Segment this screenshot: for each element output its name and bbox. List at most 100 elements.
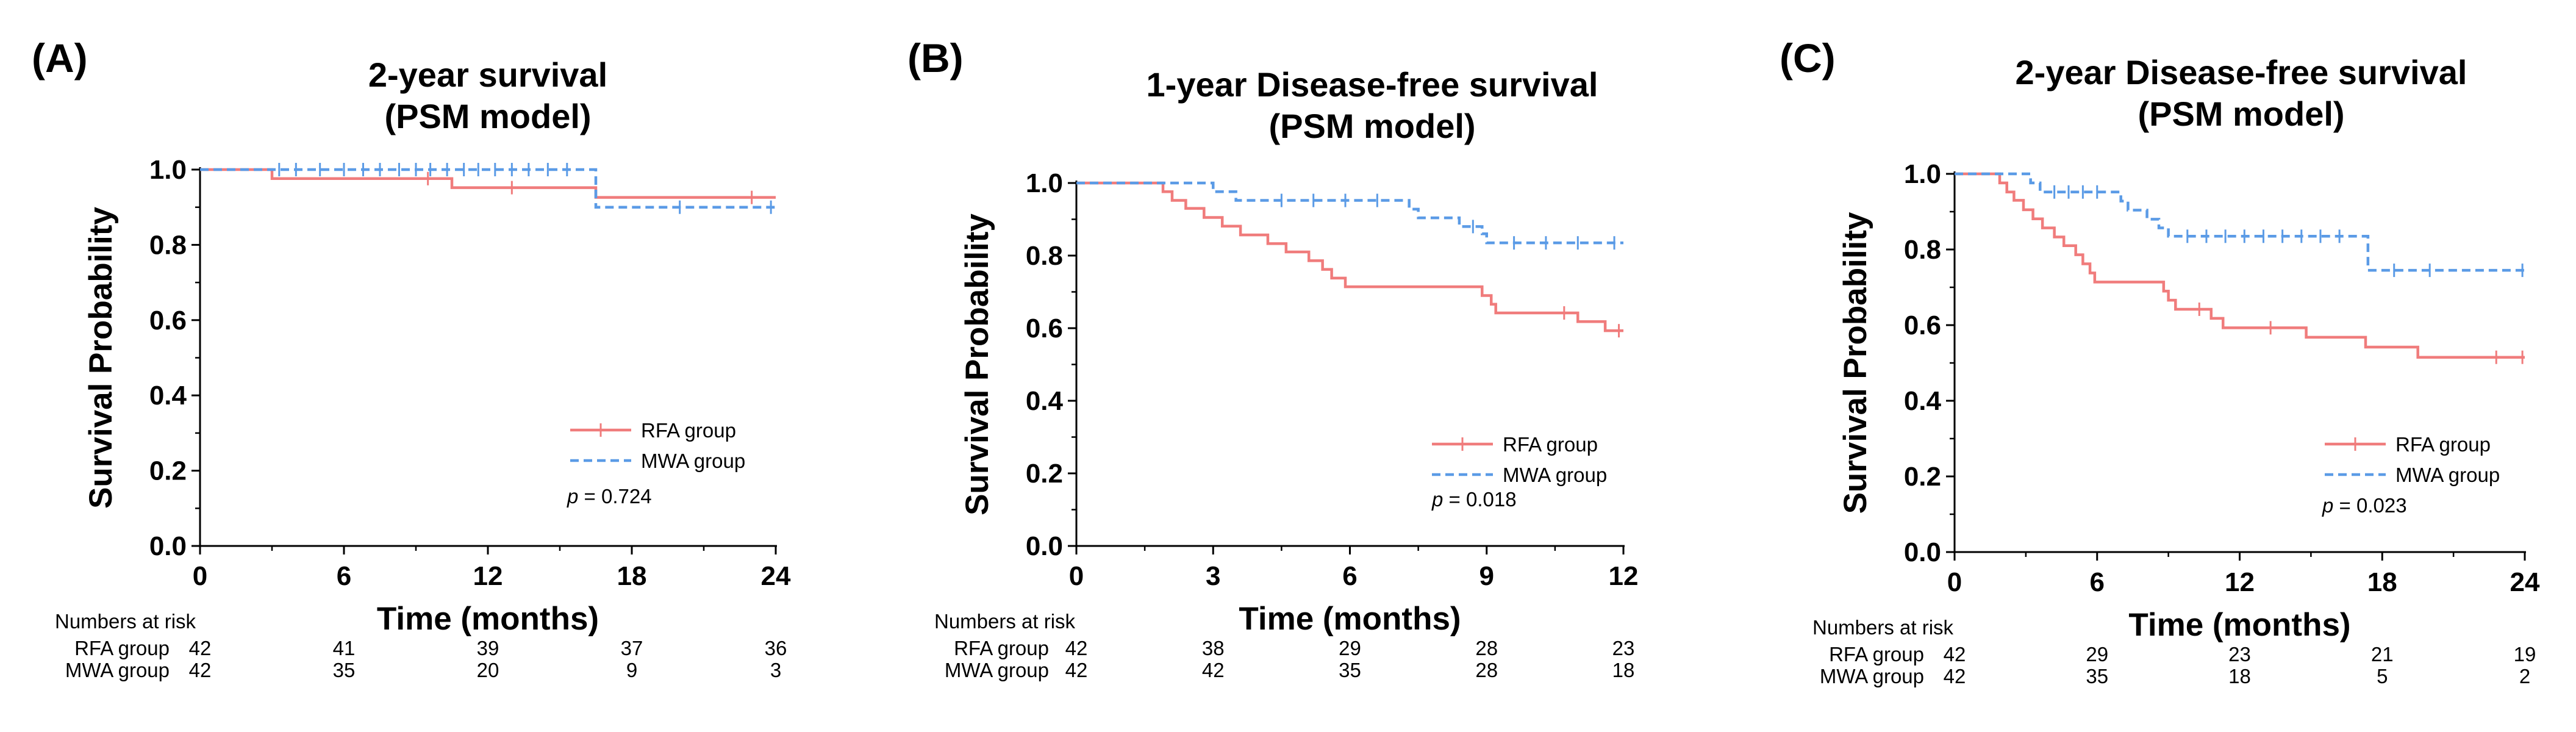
risk-table: Numbers at risk RFA group 42 29 23 21 19 MWA gr… bbox=[1812, 616, 2536, 687]
p-value: p = 0.724 bbox=[567, 485, 652, 508]
risk-value: 42 bbox=[189, 659, 212, 681]
axes: 0.0 0.2 0.4 0.6 0.8 1.0 0 3 6 9 12 bbox=[1026, 168, 1639, 591]
x-tick-label: 0 bbox=[193, 561, 207, 591]
risk-table-title: Numbers at risk bbox=[934, 610, 1076, 633]
axes: 0.0 0.2 0.4 0.6 0.8 1.0 0 6 12 18 24 bbox=[149, 155, 791, 591]
risk-value: 42 bbox=[1065, 659, 1088, 681]
y-tick-label: 0.4 bbox=[1904, 386, 1942, 416]
y-tick-label: 0.8 bbox=[1026, 241, 1063, 271]
legend: RFA group MWA group bbox=[1432, 433, 1607, 486]
panel-label: (A) bbox=[32, 35, 88, 81]
risk-value: 42 bbox=[1202, 659, 1225, 681]
risk-value: 19 bbox=[2514, 643, 2536, 666]
legend-label: RFA group bbox=[2395, 433, 2491, 456]
panel-c: (C) 2-year Disease-free survival(PSM mode… bbox=[1780, 35, 2540, 687]
risk-table-title: Numbers at risk bbox=[1812, 616, 1954, 639]
y-tick-label: 0.4 bbox=[149, 381, 187, 411]
risk-value: 18 bbox=[2228, 665, 2251, 687]
survival-curve-rfa bbox=[1955, 172, 2525, 359]
risk-value: 5 bbox=[2377, 665, 2388, 687]
risk-row-label: RFA group bbox=[954, 637, 1049, 659]
legend-label: MWA group bbox=[641, 450, 745, 472]
x-tick-label: 12 bbox=[473, 561, 503, 591]
y-axis-title: Survival Probability bbox=[959, 214, 995, 515]
risk-value: 29 bbox=[2086, 643, 2108, 666]
survival-curve-rfa bbox=[1076, 181, 1623, 332]
x-tick-label: 3 bbox=[1206, 561, 1220, 591]
y-tick-label: 1.0 bbox=[1904, 159, 1941, 189]
risk-row-label: MWA group bbox=[1820, 665, 1924, 687]
risk-value: 42 bbox=[1944, 643, 1966, 666]
risk-value: 28 bbox=[1475, 659, 1498, 681]
x-tick-label: 18 bbox=[2367, 567, 2397, 597]
risk-row-label: MWA group bbox=[945, 659, 1049, 681]
risk-value: 42 bbox=[189, 637, 212, 659]
x-tick-label: 0 bbox=[1947, 567, 1962, 597]
axes: 0.0 0.2 0.4 0.6 0.8 1.0 0 6 12 18 24 bbox=[1904, 159, 2540, 597]
risk-value: 39 bbox=[477, 637, 499, 659]
x-tick-label: 6 bbox=[337, 561, 351, 591]
legend-label: RFA group bbox=[1503, 433, 1598, 456]
p-value: p = 0.023 bbox=[2322, 494, 2407, 517]
panel-label: (C) bbox=[1780, 35, 1836, 81]
y-tick-label: 1.0 bbox=[149, 155, 187, 185]
risk-row-label: RFA group bbox=[1829, 643, 1924, 666]
x-axis-title: Time (months) bbox=[2128, 607, 2350, 643]
risk-value: 28 bbox=[1475, 637, 1498, 659]
y-tick-label: 0.0 bbox=[1904, 537, 1941, 567]
y-tick-label: 0.6 bbox=[1026, 314, 1063, 343]
y-axis-title: Survival Probability bbox=[83, 207, 119, 509]
x-axis-title: Time (months) bbox=[377, 601, 599, 637]
y-tick-label: 0.6 bbox=[149, 306, 187, 336]
risk-value: 29 bbox=[1339, 637, 1361, 659]
risk-value: 2 bbox=[2519, 665, 2530, 687]
risk-value: 21 bbox=[2371, 643, 2394, 666]
y-tick-label: 0.8 bbox=[1904, 235, 1941, 265]
x-tick-label: 0 bbox=[1069, 561, 1084, 591]
y-tick-label: 0.0 bbox=[1026, 531, 1063, 561]
y-tick-label: 1.0 bbox=[1026, 168, 1063, 198]
risk-value: 18 bbox=[1612, 659, 1635, 681]
risk-value: 9 bbox=[626, 659, 637, 681]
chart-title: 2-year survival bbox=[368, 56, 607, 94]
panel-a: (A) 2-year survival(PSM model)0.00.20.40.… bbox=[32, 35, 791, 681]
risk-value: 42 bbox=[1944, 665, 1966, 687]
chart-title: (PSM model) bbox=[2138, 95, 2344, 133]
x-tick-label: 18 bbox=[617, 561, 647, 591]
y-tick-label: 0.2 bbox=[1904, 462, 1941, 492]
x-tick-label: 12 bbox=[1609, 561, 1639, 591]
y-axis-title: Survival Probability bbox=[1837, 212, 1873, 514]
x-tick-label: 24 bbox=[761, 561, 791, 591]
survival-curve-mwa bbox=[200, 168, 776, 209]
chart-title: (PSM model) bbox=[1268, 107, 1475, 145]
survival-curve-rfa bbox=[200, 168, 776, 199]
risk-value: 20 bbox=[477, 659, 499, 681]
risk-value: 36 bbox=[765, 637, 787, 659]
risk-value: 42 bbox=[1065, 637, 1088, 659]
legend-label: MWA group bbox=[2395, 464, 2500, 486]
y-tick-label: 0.2 bbox=[149, 456, 187, 486]
risk-value: 35 bbox=[1339, 659, 1361, 681]
x-axis-title: Time (months) bbox=[1239, 601, 1461, 637]
risk-row-label: RFA group bbox=[74, 637, 170, 659]
risk-value: 35 bbox=[333, 659, 356, 681]
y-tick-label: 0.4 bbox=[1026, 386, 1064, 416]
x-tick-label: 9 bbox=[1479, 561, 1494, 591]
survival-curve-mwa bbox=[1955, 172, 2525, 272]
x-tick-label: 6 bbox=[1342, 561, 1357, 591]
legend: RFA group MWA group bbox=[2325, 433, 2500, 486]
risk-value: 35 bbox=[2086, 665, 2108, 687]
risk-value: 37 bbox=[621, 637, 643, 659]
chart-title: 2-year Disease-free survival bbox=[2016, 53, 2467, 92]
x-tick-label: 24 bbox=[2510, 567, 2540, 597]
risk-value: 3 bbox=[770, 659, 781, 681]
legend: RFA group MWA group bbox=[570, 419, 745, 472]
panel-label: (B) bbox=[907, 35, 964, 81]
risk-value: 38 bbox=[1202, 637, 1225, 659]
legend-label: MWA group bbox=[1503, 464, 1607, 486]
panel-b: (B) 1-year Disease-free survival(PSM mode… bbox=[907, 35, 1638, 681]
chart-title: 1-year Disease-free survival bbox=[1147, 65, 1598, 104]
